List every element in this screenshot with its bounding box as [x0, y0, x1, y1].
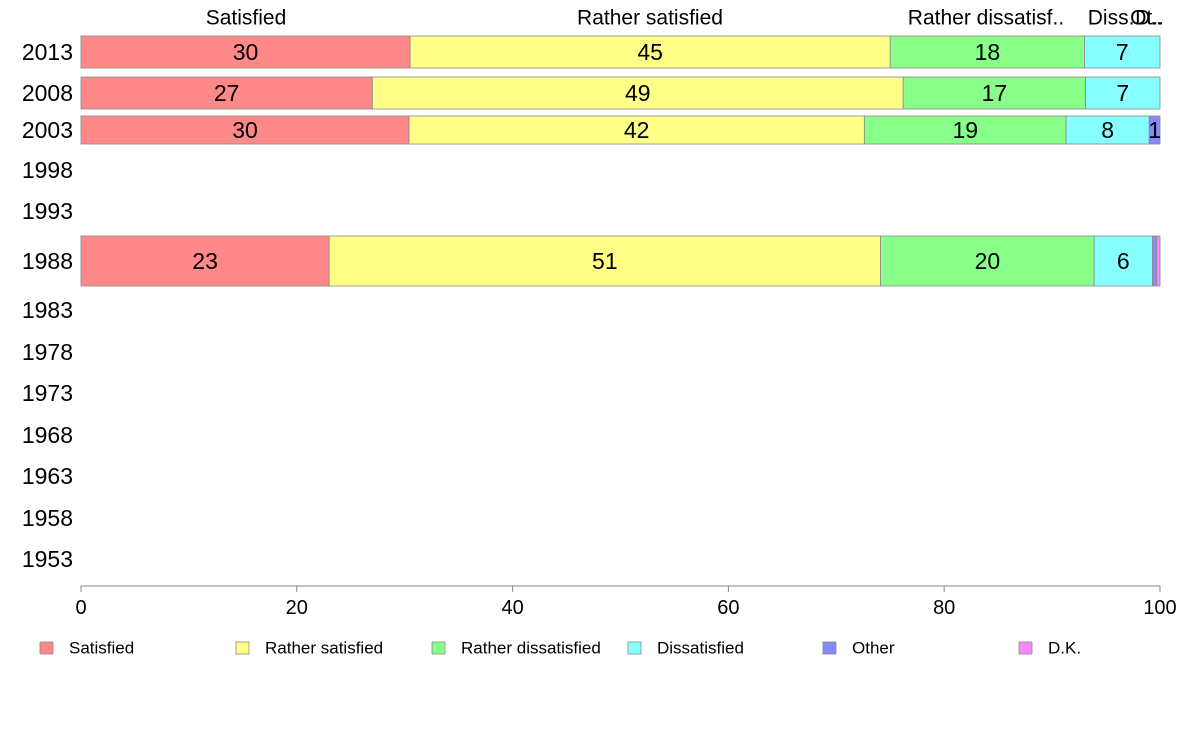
- legend-swatch-d-k-: [1018, 641, 1033, 655]
- year-label-1973: 1973: [22, 380, 73, 406]
- data-label: 23: [192, 248, 218, 274]
- bar-2003-other: [1148, 115, 1161, 145]
- year-label-1978: 1978: [22, 339, 73, 365]
- bar-1988-dissatisfied: [1093, 235, 1153, 287]
- x-tick-label: 40: [501, 597, 523, 619]
- data-label: 49: [625, 80, 651, 106]
- legend-label: Rather dissatisfied: [461, 639, 601, 658]
- top-segment-label: Rather dissatisf..: [908, 7, 1064, 30]
- legend-swatch-satisfied: [39, 641, 54, 655]
- year-label-1958: 1958: [22, 505, 73, 531]
- top-segment-label: Ot..: [1130, 7, 1164, 30]
- year-label-1953: 1953: [22, 546, 73, 572]
- bar-2008-satisfied: [80, 76, 373, 110]
- bar-2003-rather-dissatisfied: [863, 115, 1067, 145]
- data-label: 51: [592, 248, 618, 274]
- legend-label: Other: [852, 639, 895, 658]
- x-tick-label: 60: [717, 597, 739, 619]
- x-tick-label: 80: [933, 597, 955, 619]
- bar-2008-dissatisfied: [1085, 76, 1161, 110]
- bar-2003-satisfied: [80, 115, 410, 145]
- bar-2013-rather-dissatisfied: [889, 35, 1085, 69]
- bar-2013-satisfied: [80, 35, 411, 69]
- legend-swatch-other: [822, 641, 837, 655]
- data-label: 19: [952, 117, 978, 143]
- data-label: 17: [982, 80, 1008, 106]
- data-label: 18: [975, 39, 1001, 65]
- bar-2008-rather-dissatisfied: [902, 76, 1086, 110]
- bar-2008-rather-satisfied: [371, 76, 904, 110]
- x-tick-label: 0: [75, 597, 86, 619]
- legend-swatch-rather-dissatisfied: [431, 641, 446, 655]
- data-label: 45: [637, 39, 663, 65]
- legend-label: Dissatisfied: [657, 639, 744, 658]
- year-label-1993: 1993: [22, 198, 73, 224]
- legend-label: Satisfied: [69, 639, 134, 658]
- bar-1988-satisfied: [80, 235, 330, 287]
- x-tick-label: 20: [286, 597, 308, 619]
- top-segment-label: Diss..: [1088, 7, 1141, 30]
- data-label: 1: [1148, 117, 1161, 143]
- data-label: 7: [1116, 39, 1129, 65]
- data-label: 30: [233, 39, 259, 65]
- top-segment-label: Satisfied: [206, 7, 287, 30]
- year-label-1963: 1963: [22, 463, 73, 489]
- bar-1988-rather-dissatisfied: [880, 235, 1095, 287]
- year-label-2013: 2013: [22, 39, 73, 65]
- year-label-2008: 2008: [22, 80, 73, 106]
- top-segment-label: D..: [1135, 7, 1162, 30]
- bar-1988-other: [1152, 235, 1158, 287]
- year-label-1988: 1988: [22, 248, 73, 274]
- legend-label: D.K.: [1048, 639, 1081, 658]
- year-label-1983: 1983: [22, 297, 73, 323]
- legend-swatch-dissatisfied: [627, 641, 642, 655]
- data-label: 6: [1117, 248, 1130, 274]
- legend-label: Rather satisfied: [265, 639, 383, 658]
- x-tick-label: 100: [1143, 597, 1176, 619]
- data-label: 30: [232, 117, 258, 143]
- top-segment-label: Rather satisfied: [577, 7, 723, 30]
- legend-swatch-rather-satisfied: [235, 641, 250, 655]
- data-label: 8: [1101, 117, 1114, 143]
- year-label-2003: 2003: [22, 117, 73, 143]
- data-label: 7: [1116, 80, 1129, 106]
- bar-1988-rather-satisfied: [328, 235, 881, 287]
- year-label-1998: 1998: [22, 157, 73, 183]
- bar-2003-dissatisfied: [1065, 115, 1150, 145]
- data-label: 42: [624, 117, 650, 143]
- data-label: 27: [214, 80, 240, 106]
- bar-2013-dissatisfied: [1084, 35, 1161, 69]
- data-label: 20: [975, 248, 1001, 274]
- bar-1988-d-k-: [1156, 235, 1161, 287]
- year-label-1968: 1968: [22, 422, 73, 448]
